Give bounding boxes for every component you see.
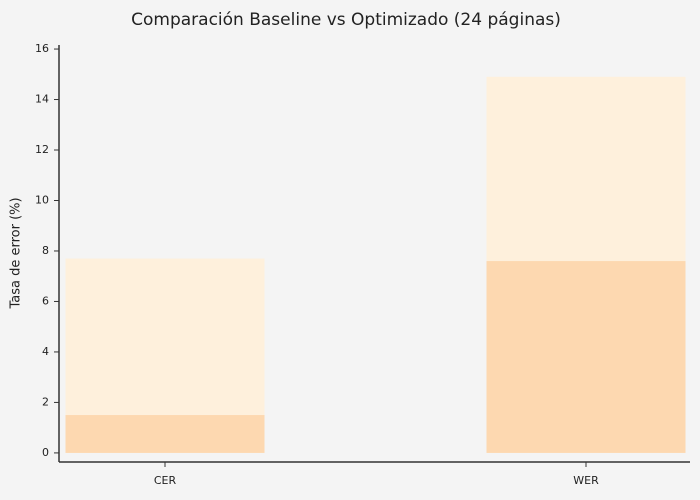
y-tick-label: 4 bbox=[42, 345, 49, 358]
y-axis-label: Tasa de error (%) bbox=[9, 197, 24, 309]
y-tick-label: 10 bbox=[35, 193, 49, 206]
y-tick-label: 12 bbox=[35, 143, 49, 156]
y-tick-label: 8 bbox=[42, 244, 49, 257]
y-tick-label: 14 bbox=[35, 93, 49, 106]
y-tick-label: 0 bbox=[42, 446, 49, 459]
bar bbox=[65, 415, 265, 453]
bar bbox=[486, 261, 686, 453]
y-tick-label: 6 bbox=[42, 294, 49, 307]
y-tick-label: 16 bbox=[35, 42, 49, 55]
y-tick-label: 2 bbox=[42, 395, 49, 408]
x-tick-label: WER bbox=[573, 474, 599, 487]
chart-title: Comparación Baseline vs Optimizado (24 p… bbox=[131, 10, 561, 30]
x-tick-label: CER bbox=[154, 474, 177, 487]
